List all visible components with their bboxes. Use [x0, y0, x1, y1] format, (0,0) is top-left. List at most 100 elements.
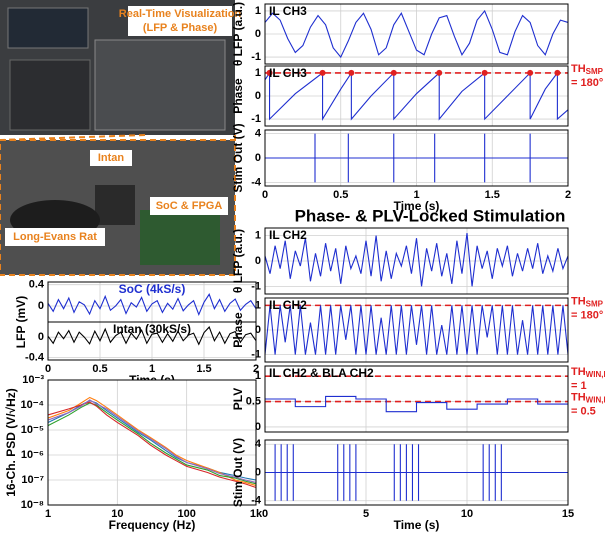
plot-label: IL CH3 — [269, 66, 307, 80]
y-axis-label: θ LFP (a.u.) — [231, 229, 245, 293]
photo-label: Intan — [98, 152, 125, 164]
marker — [436, 69, 443, 76]
heading: Phase- & PLV-Locked Stimulation — [295, 206, 566, 225]
y-tick-label: 10⁻⁷ — [21, 474, 44, 486]
y-tick-label: 1 — [255, 67, 261, 79]
marker — [390, 69, 397, 76]
marker — [554, 69, 561, 76]
y-tick-label: 1 — [255, 299, 261, 311]
plot-frame — [47, 379, 257, 506]
y-axis-label: PLV — [231, 388, 245, 410]
y-tick-label: 0 — [255, 421, 261, 433]
plot-label: IL CH2 — [269, 228, 307, 242]
y-tick-label: 4 — [255, 128, 262, 140]
threshold-name: TH — [571, 63, 586, 75]
marker — [481, 69, 488, 76]
plot-label: IL CH2 — [269, 298, 307, 312]
y-tick-label: -1 — [251, 280, 261, 292]
y-tick-label: 10⁻⁶ — [21, 449, 44, 461]
x-tick-label: 1 — [413, 189, 419, 201]
marker — [348, 69, 355, 76]
series-line — [264, 9, 569, 59]
x-tick-label: 0 — [262, 508, 268, 520]
plot-frame — [264, 129, 569, 187]
plot-label: IL CH3 — [269, 4, 307, 18]
plot-frame — [264, 227, 569, 295]
y-tick-label: 4 — [255, 438, 262, 450]
marker — [266, 69, 273, 76]
x-tick-label: 5 — [363, 508, 369, 520]
threshold-sub: SMP — [586, 67, 604, 76]
photo-label: Long-Evans Rat — [13, 231, 97, 243]
y-tick-label: 0 — [38, 331, 44, 343]
threshold-label: THSMP = 180° — [571, 295, 604, 321]
x-tick-label: 0.5 — [333, 189, 348, 201]
y-axis-label: 16-Ch. PSD (V/√Hz) — [4, 388, 18, 497]
y-tick-label: 10⁻⁵ — [21, 424, 44, 436]
x-tick-label: 0 — [262, 189, 268, 201]
y-tick-label: 0 — [255, 324, 261, 336]
x-axis-label: Time (s) — [394, 199, 440, 213]
threshold-value: = 180° — [571, 309, 603, 321]
plot-area — [48, 380, 256, 505]
series-line — [265, 133, 568, 183]
y-tick-label: 1 — [255, 370, 261, 382]
label-bg — [150, 197, 228, 215]
y-tick-label: 1 — [255, 5, 261, 17]
y-axis-label: Stim Out (V) — [231, 438, 245, 507]
y-axis-label: Phase — [231, 312, 245, 348]
plot-frame — [47, 321, 257, 361]
y-tick-label: 10⁻³ — [22, 374, 44, 386]
marker — [527, 69, 534, 76]
marker — [319, 69, 326, 76]
y-tick-label: 0.4 — [29, 279, 45, 291]
y-axis-label: Stim Out (V) — [231, 123, 245, 192]
series-line — [264, 305, 569, 355]
enclosure — [9, 59, 91, 131]
series-line — [47, 401, 257, 489]
y-tick-label: -1 — [251, 113, 261, 125]
y-axis-label: Phase — [231, 78, 245, 114]
photo-label: (LFP & Phase) — [143, 22, 218, 34]
threshold-value: = 180° — [571, 77, 603, 89]
x-tick-label: 1 — [45, 508, 51, 520]
threshold-sub: WIN,H — [586, 370, 605, 379]
x-tick-label: 2 — [565, 189, 571, 201]
zoom-box — [0, 139, 236, 276]
x-tick-label: 15 — [562, 508, 574, 520]
y-tick-label: 0 — [255, 28, 261, 40]
headstage — [95, 185, 135, 225]
y-axis-label: LFP (mV) — [14, 296, 28, 348]
series-line — [47, 402, 257, 485]
monitor — [7, 7, 89, 49]
threshold-sub: WIN,L — [586, 396, 605, 405]
plot-label: Intan (30kS/s) — [113, 322, 191, 336]
x-tick-label: 0 — [45, 363, 51, 375]
x-tick-label: 10 — [461, 508, 473, 520]
x-tick-label: 2 — [253, 363, 259, 375]
threshold-label: THWIN,L= 0.5 — [571, 391, 605, 417]
y-tick-label: -1 — [251, 349, 261, 361]
y-tick-label: 0 — [255, 466, 261, 478]
photos: Real-Time Visualization (LFP & Phase) In… — [0, 0, 242, 276]
label-bg — [90, 150, 132, 166]
x-axis-label: Time (s) — [394, 518, 440, 532]
label-bg — [128, 6, 232, 36]
plot-frame — [264, 365, 569, 433]
threshold-label: THSMP = 180° — [571, 63, 604, 89]
plot-label: IL CH2 & BLA CH2 — [269, 366, 374, 380]
y-tick-label: 1 — [255, 230, 261, 242]
y-tick-label: 10⁻⁸ — [21, 499, 44, 511]
y-tick-label: 0 — [255, 255, 261, 267]
threshold-value: = 1 — [571, 380, 587, 392]
series-line — [47, 399, 257, 483]
series-line — [47, 293, 257, 317]
plot-frame — [264, 65, 569, 127]
x-tick-label: 1k — [250, 508, 263, 520]
label-bg — [5, 228, 105, 246]
x-tick-label: 1 — [149, 363, 155, 375]
plot-label: SoC (4kS/s) — [119, 282, 186, 296]
series-line — [47, 326, 257, 346]
y-tick-label: -4 — [251, 176, 262, 188]
y-tick-label: -1 — [251, 51, 261, 63]
